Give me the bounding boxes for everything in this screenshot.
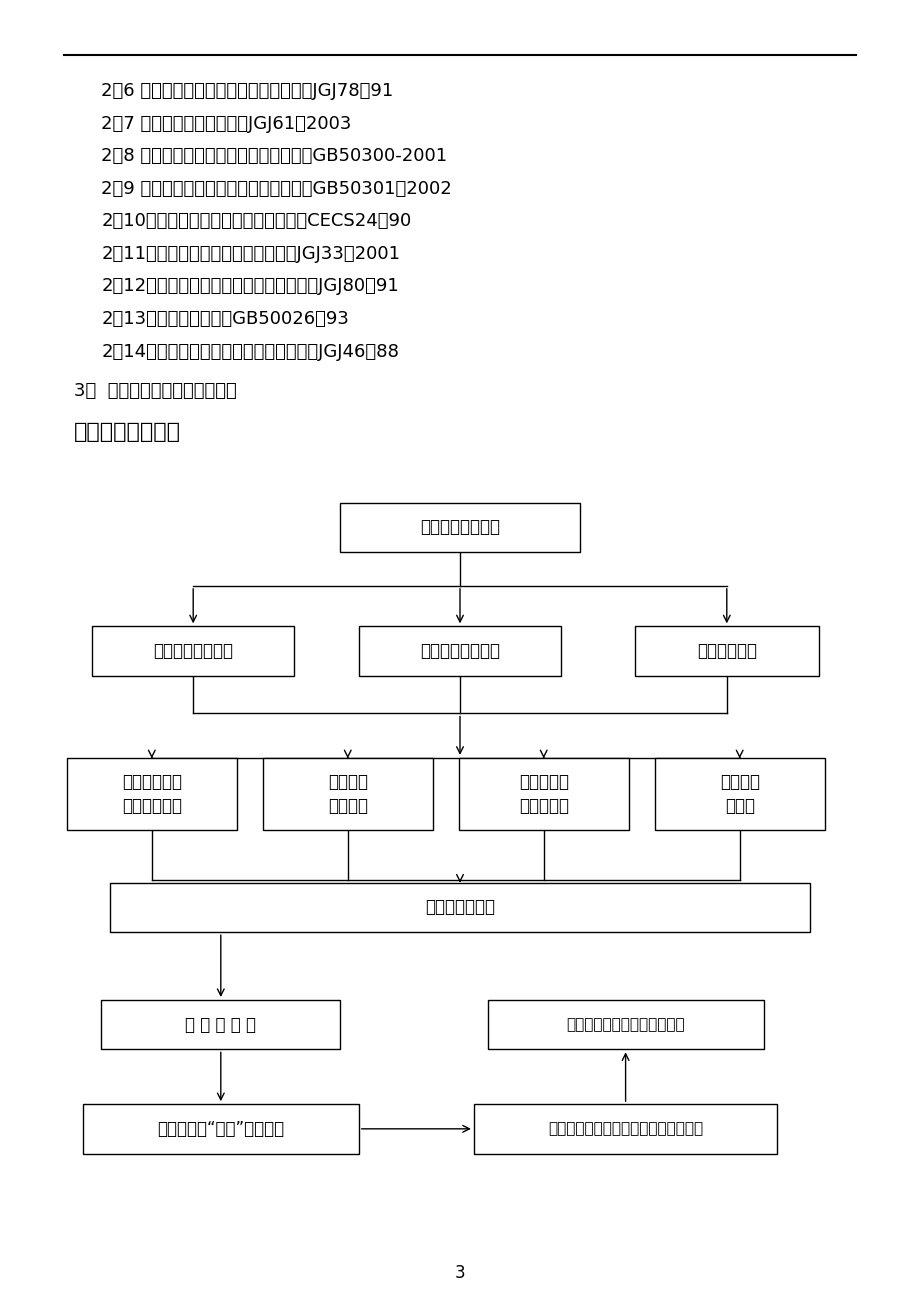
- FancyBboxPatch shape: [458, 758, 629, 831]
- FancyBboxPatch shape: [101, 1000, 340, 1049]
- Text: 2）12《建筑施工高处作业安全技术规程》JGJ80－91: 2）12《建筑施工高处作业安全技术规程》JGJ80－91: [101, 277, 399, 296]
- Text: 锂材质量核查: 锂材质量核查: [696, 642, 756, 660]
- Text: 分项分部工
程质量签认: 分项分部工 程质量签认: [518, 773, 568, 815]
- Text: 2）10《锂结构防火涂料应用技术规程》CECS24－90: 2）10《锂结构防火涂料应用技术规程》CECS24－90: [101, 212, 411, 230]
- Text: 2）6 《网架结构工程质量检验评定标准》JGJ78－91: 2）6 《网架结构工程质量检验评定标准》JGJ78－91: [101, 82, 393, 100]
- Text: 监理方参加“三方”竟工验收: 监理方参加“三方”竟工验收: [157, 1120, 284, 1138]
- Text: 三、监理工作流程: 三、监理工作流程: [74, 422, 180, 443]
- FancyBboxPatch shape: [487, 1000, 763, 1049]
- FancyBboxPatch shape: [473, 1104, 777, 1154]
- Text: 监理工程师确认: 监理工程师确认: [425, 898, 494, 917]
- FancyBboxPatch shape: [67, 758, 237, 831]
- FancyBboxPatch shape: [83, 1104, 358, 1154]
- Text: 工程质量
的预控: 工程质量 的预控: [719, 773, 759, 815]
- FancyBboxPatch shape: [634, 626, 818, 676]
- Text: 审查施工单位资质: 审查施工单位资质: [420, 518, 499, 536]
- FancyBboxPatch shape: [340, 503, 579, 552]
- FancyBboxPatch shape: [358, 626, 561, 676]
- FancyBboxPatch shape: [110, 883, 809, 932]
- Text: 2）13《工程测量规范》GB50026－93: 2）13《工程测量规范》GB50026－93: [101, 310, 348, 328]
- Text: 2）9 《建筑工程施工质量检验评定标准》GB50301－2002: 2）9 《建筑工程施工质量检验评定标准》GB50301－2002: [101, 180, 451, 198]
- Text: 审查施工组织设计: 审查施工组织设计: [420, 642, 499, 660]
- Text: 3．  业主另行要求的其他事宜。: 3． 业主另行要求的其他事宜。: [74, 381, 236, 400]
- Text: 2）14《施工现场临时用电安全技术规范》JGJ46－88: 2）14《施工现场临时用电安全技术规范》JGJ46－88: [101, 342, 399, 361]
- Text: 参与隐蔽
工程验收: 参与隐蔽 工程验收: [327, 773, 368, 815]
- Text: 督促施工方报请业主核定竟工工程质量: 督促施工方报请业主核定竟工工程质量: [548, 1121, 702, 1137]
- FancyBboxPatch shape: [654, 758, 824, 831]
- Text: 监理方签发《竟工移交证书》: 监理方签发《竟工移交证书》: [566, 1017, 684, 1032]
- Text: 监 理 方 初 验: 监 理 方 初 验: [185, 1016, 256, 1034]
- Text: 2）8 《建筑工程施工质量验收统一标准》GB50300-2001: 2）8 《建筑工程施工质量验收统一标准》GB50300-2001: [101, 147, 447, 165]
- Text: 提供深化设计图纸: 提供深化设计图纸: [153, 642, 233, 660]
- Text: 核查设备、工
艺和焊材质量: 核查设备、工 艺和焊材质量: [121, 773, 182, 815]
- Text: 2）7 《网壳结构技术规程》JGJ61－2003: 2）7 《网壳结构技术规程》JGJ61－2003: [101, 115, 351, 133]
- FancyBboxPatch shape: [92, 626, 294, 676]
- Text: 2）11《建筑机械使用安全技术规程》JGJ33－2001: 2）11《建筑机械使用安全技术规程》JGJ33－2001: [101, 245, 400, 263]
- Text: 3: 3: [454, 1264, 465, 1282]
- FancyBboxPatch shape: [263, 758, 432, 831]
